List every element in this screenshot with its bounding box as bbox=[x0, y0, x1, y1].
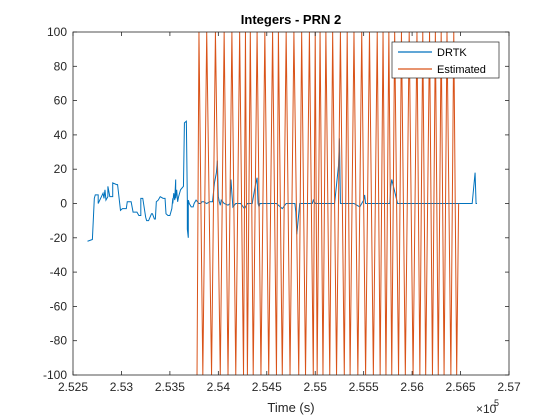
y-tick-label: 80 bbox=[54, 59, 68, 73]
y-tick-label: -60 bbox=[50, 299, 68, 313]
x-tick-label: 2.535 bbox=[155, 380, 185, 394]
x-tick-label: 2.56 bbox=[400, 380, 424, 394]
x-axis-exponent: ×10 5 bbox=[476, 398, 499, 416]
x-exponent-base: ×10 bbox=[476, 402, 497, 416]
y-tick-label: -40 bbox=[50, 265, 68, 279]
y-tick-label: 20 bbox=[54, 162, 68, 176]
y-tick-label: 100 bbox=[47, 25, 67, 39]
x-exponent-power: 5 bbox=[494, 398, 499, 408]
legend-box bbox=[391, 41, 500, 79]
x-tick-label: 2.565 bbox=[446, 380, 476, 394]
x-axis: 2.525 2.53 2.535 2.54 2.545 2.55 2.555 2.56 2.56… bbox=[58, 32, 521, 394]
series-layer bbox=[87, 32, 478, 375]
x-tick-label: 2.555 bbox=[349, 380, 379, 394]
x-axis-label: Time (s) bbox=[267, 400, 314, 415]
x-tick-label: 2.53 bbox=[110, 380, 134, 394]
y-axis: -100 -80 -60 -40 -20 0 20 40 60 80 100 bbox=[43, 25, 509, 382]
x-tick-label: 2.55 bbox=[304, 380, 328, 394]
x-tick-label: 2.525 bbox=[58, 380, 88, 394]
x-tick-label: 2.57 bbox=[497, 380, 521, 394]
chart-title: Integers - PRN 2 bbox=[241, 12, 341, 27]
legend-entry-estimated: Estimated bbox=[437, 64, 486, 76]
x-tick-label: 2.54 bbox=[207, 380, 231, 394]
y-tick-label: 0 bbox=[60, 197, 67, 211]
x-tick-label: 2.545 bbox=[252, 380, 282, 394]
y-tick-label: -80 bbox=[50, 334, 68, 348]
legend: DRTK Estimated bbox=[391, 41, 500, 79]
y-tick-label: -100 bbox=[43, 368, 67, 382]
series-line-estimated bbox=[196, 32, 460, 375]
y-tick-label: 40 bbox=[54, 128, 68, 142]
y-tick-label: 60 bbox=[54, 94, 68, 108]
legend-entry-drtk: DRTK bbox=[437, 47, 467, 59]
y-tick-label: -20 bbox=[50, 231, 68, 245]
